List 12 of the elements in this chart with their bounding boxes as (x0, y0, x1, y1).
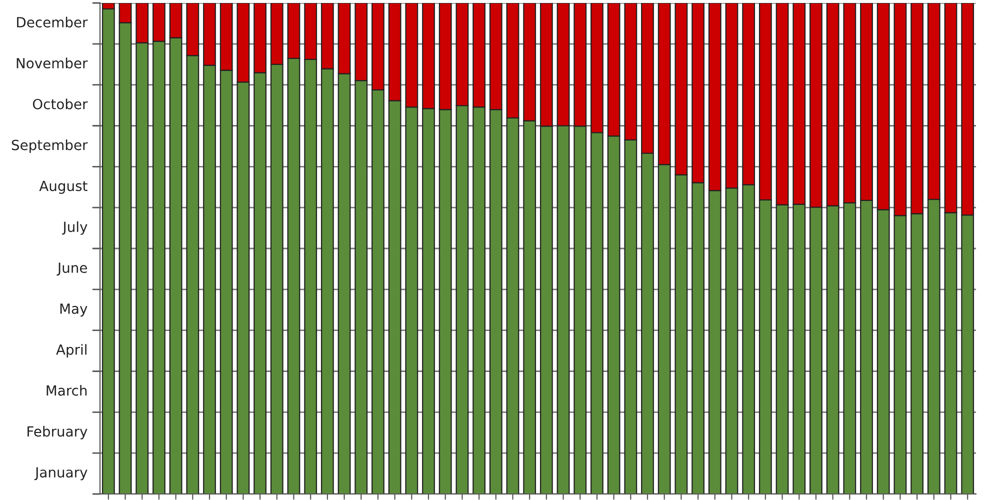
text: June (56, 262, 87, 276)
text: May (60, 304, 88, 317)
text: April (56, 344, 86, 358)
text: November (16, 58, 88, 68)
text: September (12, 139, 88, 153)
text: August (39, 180, 88, 194)
text: December (17, 16, 88, 28)
text: July (62, 221, 88, 235)
text: January (34, 467, 88, 480)
text: October (32, 98, 88, 110)
text: March (46, 384, 87, 396)
text: February (28, 426, 88, 440)
